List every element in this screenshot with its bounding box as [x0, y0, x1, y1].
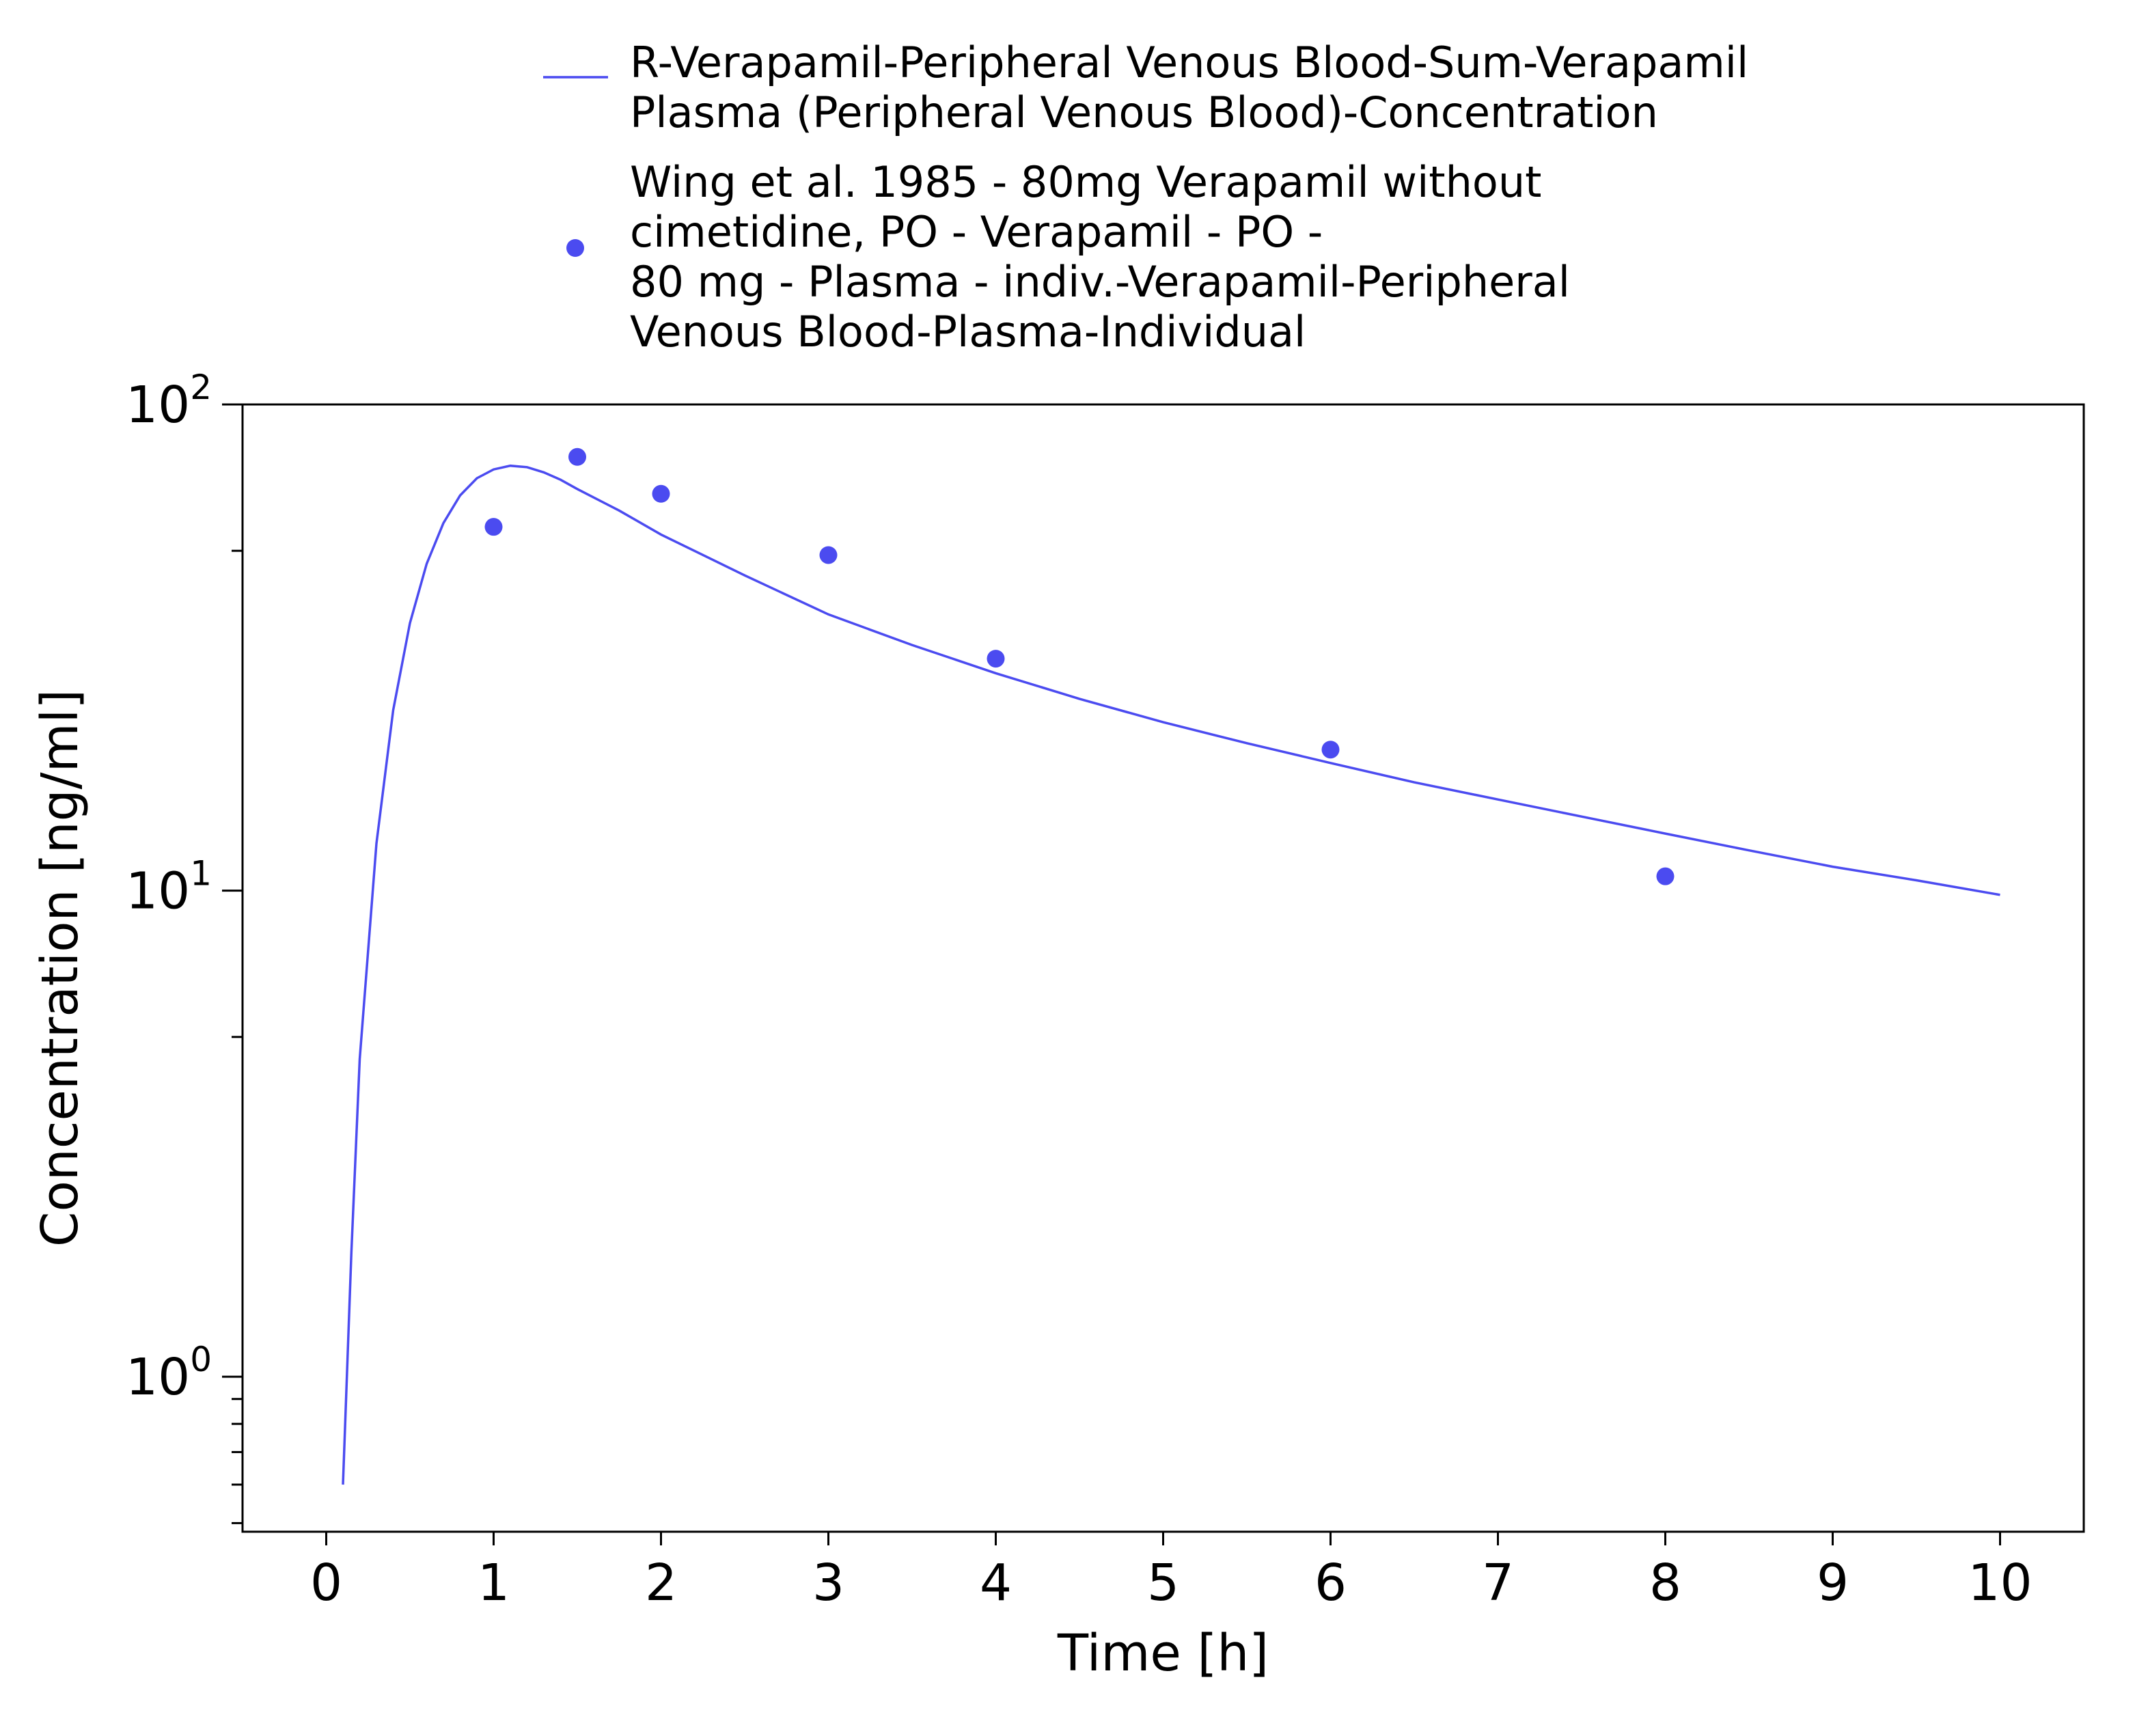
- x-tick-label: 6: [1314, 1554, 1347, 1612]
- x-tick-label: 5: [1147, 1554, 1179, 1612]
- data-layer: [342, 447, 2000, 1485]
- x-axis-label: Time [h]: [1057, 1624, 1269, 1683]
- x-tick-label: 2: [645, 1554, 677, 1612]
- legend-swatch-marker: [566, 239, 584, 257]
- y-axis-label: Concentration [ng/ml]: [31, 689, 89, 1247]
- x-tick-label: 8: [1649, 1554, 1681, 1612]
- x-tick-label: 7: [1482, 1554, 1514, 1612]
- y-tick-label: 100: [126, 1340, 212, 1407]
- y-tick-base: 10: [126, 376, 190, 435]
- x-tick-label: 1: [478, 1554, 510, 1612]
- data-point-observed: [568, 447, 586, 466]
- y-tick-exponent: 2: [190, 368, 212, 407]
- x-tick-label: 3: [812, 1554, 844, 1612]
- y-tick-base: 10: [126, 1348, 190, 1407]
- data-point-observed: [987, 650, 1005, 668]
- legend-line-text: Venous Blood-Plasma-Individual: [630, 307, 1306, 357]
- y-tick-exponent: 0: [190, 1340, 212, 1379]
- legend-line-text: 80 mg - Plasma - indiv.-Verapamil-Periph…: [630, 257, 1570, 307]
- legend-line-text: cimetidine, PO - Verapamil - PO -: [630, 207, 1323, 257]
- legend-line-text: R-Verapamil-Peripheral Venous Blood-Sum-…: [630, 38, 1748, 87]
- legend-line-text: Wing et al. 1985 - 80mg Verapamil withou…: [630, 157, 1541, 207]
- data-point-observed: [819, 546, 838, 564]
- legend-label-observed: Wing et al. 1985 - 80mg Verapamil withou…: [630, 157, 1570, 357]
- x-tick-label: 0: [310, 1554, 342, 1612]
- y-tick-exponent: 1: [190, 854, 212, 894]
- plot-area-frame: [241, 403, 2085, 1533]
- x-tick-label: 9: [1817, 1554, 1849, 1612]
- legend: R-Verapamil-Peripheral Venous Blood-Sum-…: [543, 38, 1748, 357]
- x-tick-label: 4: [980, 1554, 1012, 1612]
- y-tick-base: 10: [126, 862, 190, 921]
- data-point-observed: [1321, 741, 1340, 759]
- x-axis: 0 1 2 3 4 5 6 7 8 9 10: [310, 1532, 2033, 1612]
- data-point-observed: [484, 518, 503, 536]
- data-point-observed: [652, 484, 670, 503]
- series-line-simulation: [342, 464, 2000, 1485]
- y-tick-label: 102: [126, 368, 212, 435]
- data-point-observed: [1656, 867, 1675, 885]
- legend-line-text: Plasma (Peripheral Venous Blood)-Concent…: [630, 87, 1658, 137]
- y-tick-label: 101: [126, 854, 212, 921]
- legend-label-simulation: R-Verapamil-Peripheral Venous Blood-Sum-…: [630, 38, 1748, 137]
- x-tick-label: 10: [1968, 1554, 2032, 1612]
